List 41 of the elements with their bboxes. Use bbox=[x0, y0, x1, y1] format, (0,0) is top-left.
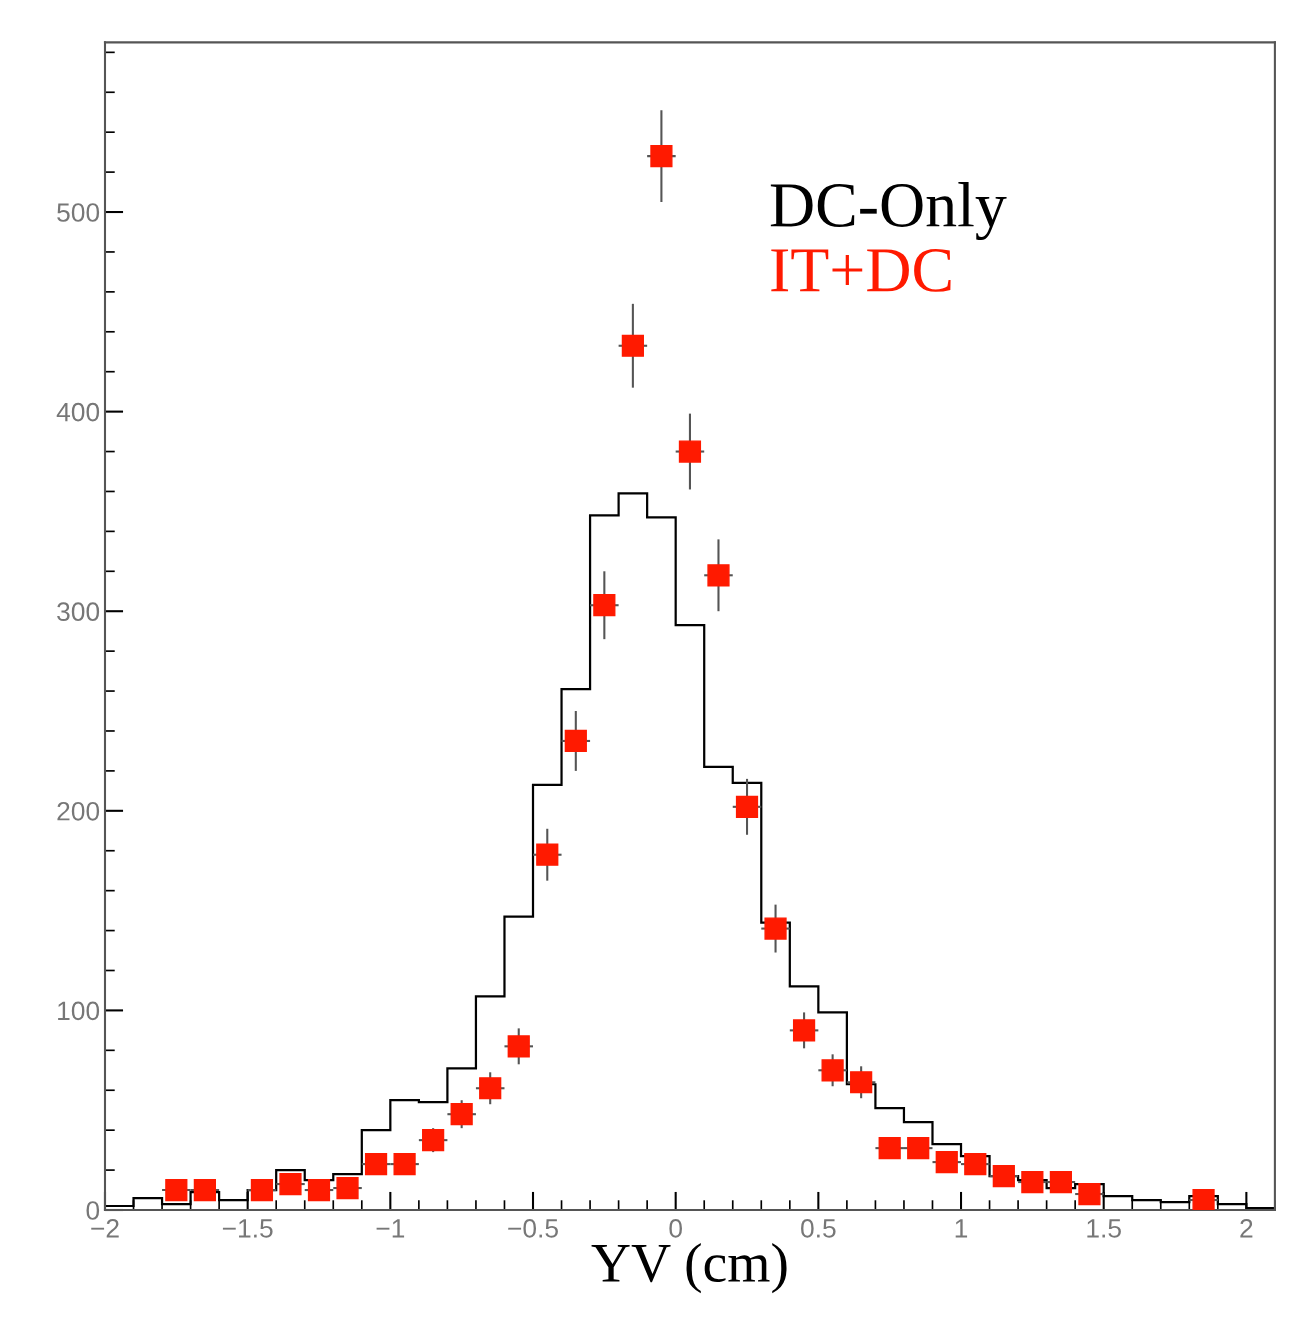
point bbox=[1192, 1188, 1215, 1210]
x-axis-title: YV (cm) bbox=[591, 1242, 787, 1294]
point bbox=[821, 1059, 844, 1082]
point bbox=[536, 843, 559, 866]
point bbox=[593, 594, 616, 617]
point bbox=[850, 1071, 873, 1094]
y-tick-label: 0 bbox=[86, 1201, 100, 1220]
point bbox=[735, 795, 759, 818]
point bbox=[621, 334, 644, 357]
point bbox=[1078, 1182, 1101, 1206]
x-tick-label: −0.5 bbox=[508, 1219, 558, 1238]
point bbox=[564, 729, 587, 753]
x-tick-label: −1 bbox=[376, 1219, 405, 1238]
point bbox=[507, 1035, 530, 1058]
point bbox=[193, 1178, 216, 1202]
x-tick-label: 2 bbox=[1240, 1219, 1253, 1238]
y-tick-label: 300 bbox=[57, 602, 100, 622]
y-tick-label: 200 bbox=[57, 801, 100, 821]
x-tick-label: 1 bbox=[955, 1219, 968, 1238]
y-tick-label: 100 bbox=[58, 1001, 100, 1021]
x-tick-label: −1.5 bbox=[222, 1219, 273, 1238]
point bbox=[707, 564, 730, 587]
x-tick-label: −2 bbox=[91, 1219, 119, 1238]
x-tick-label: 0.5 bbox=[801, 1219, 836, 1238]
y-tick-label: 500 bbox=[57, 203, 100, 222]
point bbox=[764, 917, 787, 940]
point bbox=[907, 1137, 930, 1160]
point bbox=[792, 1019, 816, 1042]
point bbox=[422, 1129, 445, 1152]
point bbox=[650, 145, 673, 168]
point bbox=[279, 1172, 302, 1196]
point bbox=[992, 1164, 1015, 1188]
y-tick-label: 400 bbox=[56, 402, 100, 422]
text: IT+DC bbox=[771, 248, 951, 292]
point bbox=[450, 1103, 473, 1126]
point bbox=[250, 1178, 274, 1202]
point bbox=[678, 440, 702, 463]
text: DC-Only bbox=[770, 181, 1007, 241]
point bbox=[479, 1077, 502, 1100]
x-tick-label: 0 bbox=[669, 1219, 682, 1238]
x-tick-label: 1.5 bbox=[1087, 1219, 1121, 1238]
